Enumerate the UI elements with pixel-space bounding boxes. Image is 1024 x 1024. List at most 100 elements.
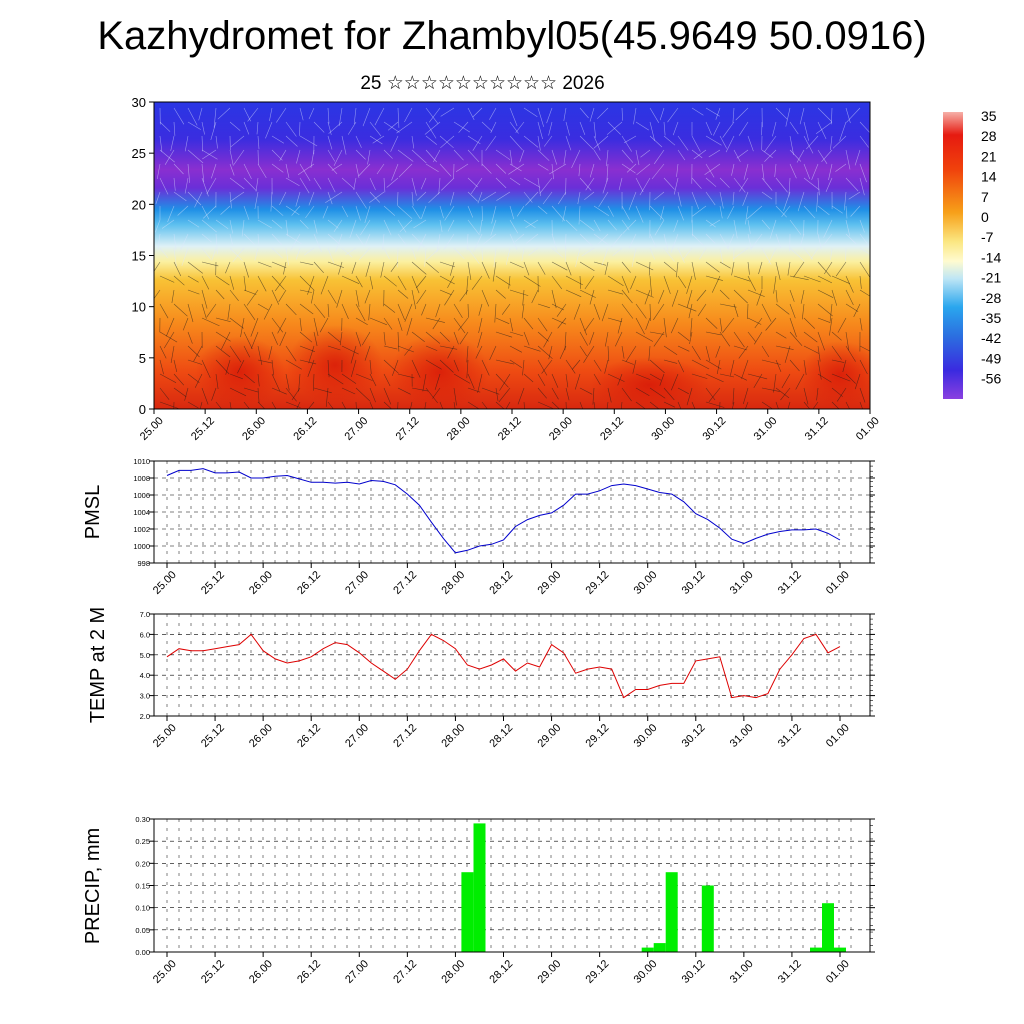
x-tick-label: 29.00	[535, 958, 563, 986]
wind-barb	[413, 219, 427, 229]
wind-barb	[397, 205, 413, 219]
wind-barb	[537, 387, 547, 399]
wind-barb	[739, 177, 749, 192]
wind-barb	[161, 219, 175, 229]
wind-barb	[735, 107, 749, 121]
wind-barb	[722, 121, 735, 138]
wind-barb	[439, 219, 443, 232]
wind-barb	[548, 121, 553, 136]
wind-barb	[775, 359, 782, 373]
wind-barb	[397, 149, 414, 162]
wind-barb	[327, 219, 339, 229]
wind-barb	[495, 331, 513, 338]
wind-barb	[859, 163, 867, 183]
wind-barb	[671, 289, 679, 307]
wind-barb	[481, 121, 493, 132]
heatmap-x-tick-label: 25.12	[189, 415, 217, 443]
wind-barb	[731, 261, 735, 276]
wind-barb	[481, 387, 500, 395]
wind-barb	[774, 163, 777, 177]
precip-bar	[653, 943, 666, 952]
wind-barb	[467, 261, 472, 280]
precip-panel: PRECIP, mm 0.00 0.05 0.10 0.15 0.20 0.25 0.30 2…	[82, 815, 875, 986]
heatmap-x-axis: 25.00 25.12 26.00 26.12 27.00 27.12 28.00 28.12…	[138, 409, 882, 443]
x-tick-label: 31.00	[728, 722, 756, 750]
colorbar-label: 7	[981, 189, 989, 205]
wind-barb	[564, 331, 567, 351]
wind-barb	[355, 387, 371, 402]
wind-barb	[677, 247, 685, 263]
wind-barb	[589, 107, 595, 122]
wind-barb	[159, 275, 175, 283]
x-tick-label: 28.12	[487, 958, 515, 986]
wind-barb	[467, 191, 478, 202]
wind-barb	[817, 275, 833, 284]
wind-barb	[369, 135, 383, 145]
wind-barb	[355, 149, 366, 160]
wind-barb	[635, 387, 650, 396]
wind-barb	[803, 275, 821, 283]
wind-barb	[705, 261, 720, 273]
x-tick-label: 26.00	[247, 958, 275, 986]
wind-barb	[477, 373, 483, 393]
wind-barb	[663, 247, 675, 262]
wind-barb	[649, 387, 666, 399]
wind-barb	[341, 177, 355, 190]
precip-bars	[461, 823, 846, 952]
wind-barb	[481, 261, 490, 279]
wind-barb	[164, 149, 175, 165]
wind-barb	[416, 289, 427, 304]
wind-barb	[364, 233, 371, 247]
wind-barb	[313, 387, 332, 394]
wind-barb	[229, 387, 247, 397]
wind-barb	[733, 289, 748, 304]
wind-barb	[663, 233, 669, 252]
wind-barb	[243, 289, 257, 295]
wind-barb	[299, 275, 315, 291]
wind-barb	[635, 261, 654, 271]
wind-barb	[578, 163, 581, 177]
heatmap-x-tick-label: 30.00	[649, 415, 677, 443]
wind-barb	[815, 121, 833, 135]
wind-barb	[597, 233, 609, 245]
wind-barb	[229, 373, 243, 380]
heatmap-y-tick-label: 5	[139, 351, 146, 366]
wind-barb	[184, 177, 189, 194]
temp-frame	[153, 613, 871, 717]
wind-barb	[617, 373, 623, 386]
wind-barb	[313, 261, 324, 274]
wind-barb	[593, 233, 609, 246]
wind-barb	[285, 303, 297, 316]
wind-barb	[411, 177, 417, 196]
wind-barb	[579, 219, 595, 231]
wind-barb	[551, 303, 565, 311]
x-tick-label: 29.00	[535, 722, 563, 750]
precip-bar	[834, 947, 846, 952]
wind-barb	[201, 289, 208, 309]
colorbar-label: 21	[981, 148, 997, 164]
wind-barb	[817, 331, 825, 351]
wind-barb	[663, 345, 678, 355]
colorbar-label: -35	[981, 310, 1001, 326]
wind-barb	[187, 345, 200, 358]
wind-barb	[358, 247, 371, 261]
wind-barb	[173, 387, 187, 398]
wind-barb	[523, 219, 536, 228]
wind-barb	[243, 121, 250, 135]
wind-barb	[211, 387, 217, 401]
wind-barb	[592, 387, 595, 405]
wind-barb	[682, 247, 693, 261]
heatmap-x-tick-label: 28.12	[496, 415, 524, 443]
wind-barb	[285, 121, 297, 137]
wind-barb	[773, 373, 777, 393]
wind-barb	[173, 177, 176, 191]
x-tick-label: 31.00	[728, 569, 756, 597]
wind-barb	[835, 261, 847, 277]
wind-barb	[271, 275, 285, 290]
wind-barb	[467, 373, 475, 389]
wind-barb	[215, 289, 225, 300]
y-tick-label: 0.05	[135, 926, 150, 935]
wind-barb	[621, 359, 634, 365]
colorbar-label: -14	[981, 249, 1001, 265]
wind-barb	[397, 275, 407, 291]
